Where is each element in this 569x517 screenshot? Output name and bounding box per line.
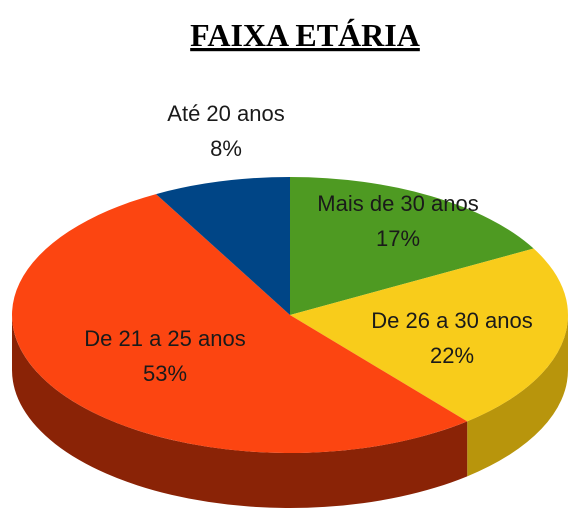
slice-label: Até 20 anos 8% xyxy=(167,101,284,161)
category-label: Mais de 30 anos xyxy=(317,191,478,216)
value-label: 53% xyxy=(143,361,187,386)
chart-title: FAIXA ETÁRIA xyxy=(190,17,420,53)
slice xyxy=(290,177,534,315)
category-label: De 26 a 30 anos xyxy=(371,308,532,333)
slice-label: Mais de 30 anos 17% xyxy=(317,191,478,251)
category-label: Até 20 anos xyxy=(167,101,284,126)
slice-label: De 21 a 25 anos 53% xyxy=(84,326,245,386)
value-label: 17% xyxy=(376,226,420,251)
slice-side xyxy=(12,315,468,508)
slice-label: De 26 a 30 anos 22% xyxy=(371,308,532,368)
value-label: 8% xyxy=(210,136,242,161)
slice xyxy=(290,248,568,422)
value-label: 22% xyxy=(430,343,474,368)
category-label: De 21 a 25 anos xyxy=(84,326,245,351)
slice xyxy=(156,177,290,315)
slice-side xyxy=(467,315,568,477)
slice xyxy=(12,194,468,453)
